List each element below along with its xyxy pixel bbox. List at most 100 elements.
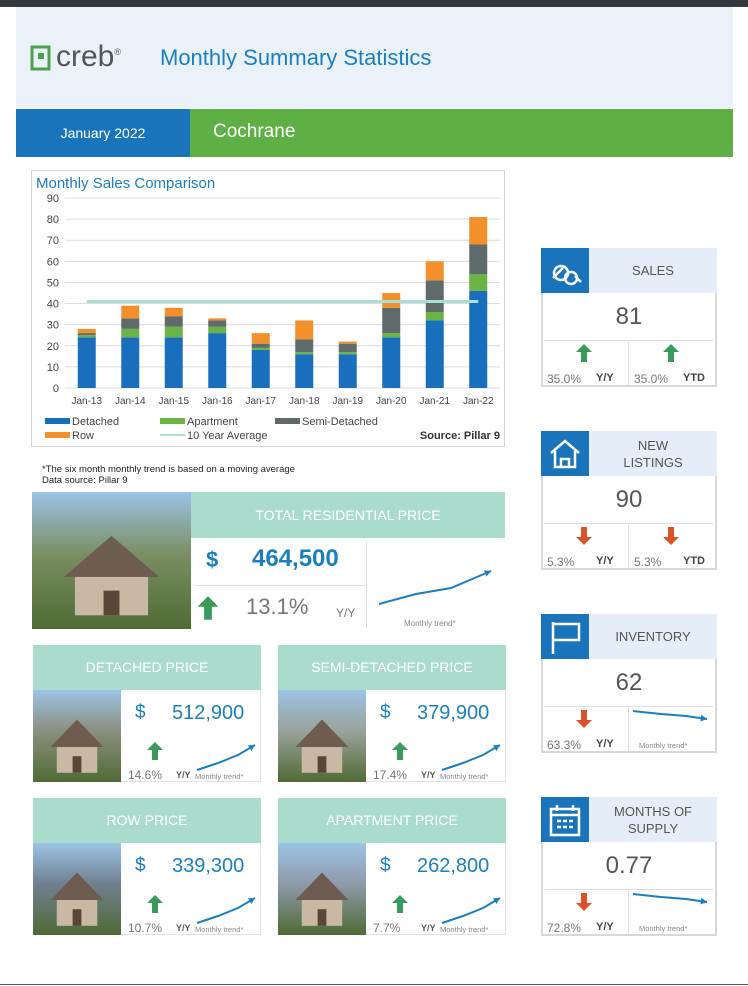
y-tick-label: 50 [47, 277, 59, 289]
graphic [392, 895, 501, 924]
trend-label: Monthly trend* [639, 741, 688, 750]
y-tick-label: 90 [47, 193, 59, 205]
bar [382, 337, 401, 388]
trend-arrow [493, 898, 500, 905]
card-label: MONTHS OF SUPPLY [614, 803, 692, 836]
house [50, 719, 104, 748]
panel-header: DETACHED PRICE [33, 645, 261, 690]
bar [382, 307, 401, 334]
bar [251, 350, 270, 388]
graphic [278, 690, 366, 782]
trend-line [632, 893, 708, 903]
house [63, 535, 160, 577]
period: Y/Y [336, 606, 356, 620]
bar [208, 318, 227, 321]
graphic [147, 742, 256, 771]
door [317, 756, 327, 773]
currency: $ [135, 702, 146, 723]
change: 14.6% [128, 768, 163, 782]
bar [251, 343, 270, 348]
x-tick-label: Jan-20 [376, 396, 407, 407]
divider [628, 891, 629, 934]
logo: creb® [56, 40, 121, 74]
y-tick-label: 0 [53, 383, 59, 395]
bar [121, 337, 140, 388]
arrow-down [576, 527, 592, 545]
bar [164, 337, 183, 388]
card-label: SALES [632, 263, 674, 278]
arrow-down [576, 710, 592, 728]
period: Y/Y [596, 555, 614, 567]
divider [366, 542, 367, 628]
legend-swatch [160, 418, 185, 424]
price: 464,500 [252, 545, 339, 572]
y-tick-label: 60 [47, 256, 59, 268]
note: *The six month monthly trend is based on… [42, 464, 295, 475]
house [50, 872, 104, 901]
change: 17.4% [373, 768, 408, 782]
logo-icon [30, 45, 51, 71]
icon [551, 622, 581, 654]
area: Cochrane [190, 109, 733, 157]
x-tick-label: Jan-14 [115, 396, 146, 407]
card-header [589, 431, 717, 476]
period: January 2022 [16, 109, 190, 157]
bar [425, 261, 444, 281]
change: 13.1% [246, 594, 309, 619]
period: YTD [683, 372, 705, 384]
icon [552, 264, 582, 286]
graphic [392, 742, 501, 771]
divider [628, 708, 629, 751]
chart-title: Monthly Sales Comparison [36, 175, 215, 192]
bar [208, 320, 227, 327]
logo-mark: ® [114, 47, 121, 57]
period: YTD [683, 555, 705, 567]
graphic [278, 843, 366, 935]
bar [382, 333, 401, 338]
period: Y/Y [176, 923, 191, 933]
arrow-down [576, 893, 592, 911]
change: 5.3% [634, 555, 662, 569]
door [72, 909, 82, 926]
bar [295, 339, 314, 353]
price: 339,300 [172, 855, 245, 877]
price: 512,900 [172, 702, 245, 724]
graphic [197, 570, 492, 620]
bar [121, 318, 140, 329]
y-tick-label: 10 [47, 362, 59, 374]
icon-box [541, 614, 589, 659]
bar [208, 333, 227, 388]
currency: $ [135, 855, 146, 876]
card-value: 90 [615, 486, 643, 513]
panel-header: TOTAL RESIDENTIAL PRICE [191, 492, 505, 538]
title: Monthly Summary Statistics [160, 45, 432, 70]
bar [77, 337, 96, 388]
trend-label: Monthly trend* [195, 925, 244, 934]
bar [469, 274, 488, 291]
top-bar [0, 0, 748, 7]
graphic [541, 614, 708, 728]
divider [545, 706, 713, 707]
icon-box [541, 431, 589, 476]
y-tick-label: 80 [47, 214, 59, 226]
trend-label: Monthly trend* [404, 619, 456, 628]
bar [208, 326, 227, 334]
arrow-up [576, 344, 592, 362]
bar [251, 333, 270, 344]
panel-header: APARTMENT PRICE [278, 798, 506, 843]
x-tick-label: Jan-17 [245, 396, 276, 407]
change: 72.8% [547, 921, 582, 935]
trend-line [196, 744, 256, 771]
legend-swatch [45, 418, 70, 424]
notes: *The six month monthly trend is based on… [42, 464, 295, 486]
bar [295, 320, 314, 340]
bar [295, 352, 314, 355]
bottom-rule [0, 984, 748, 985]
arrow-up [147, 742, 163, 760]
graphic [33, 843, 121, 935]
icon [549, 805, 581, 837]
period: Y/Y [421, 770, 436, 780]
arrow-up [663, 344, 679, 362]
bar [121, 305, 140, 319]
currency: $ [380, 702, 391, 723]
